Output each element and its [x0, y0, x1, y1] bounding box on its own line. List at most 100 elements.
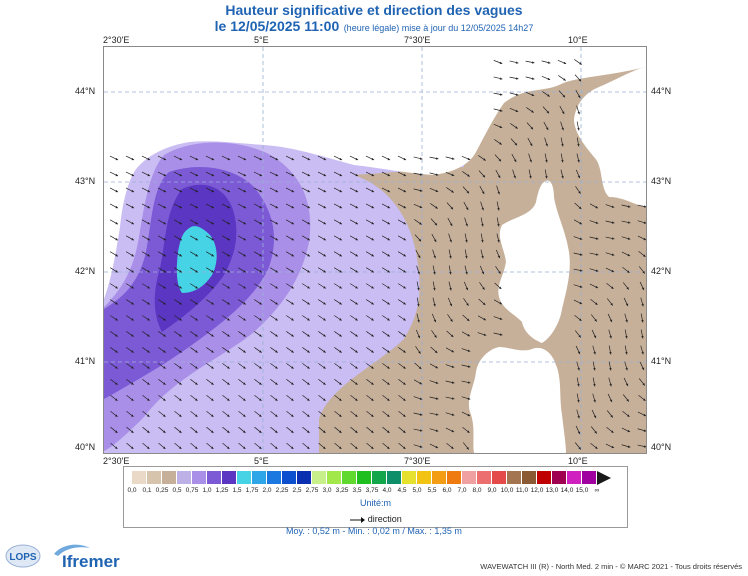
direction-arrow-head [611, 237, 615, 240]
direction-arrow-head [275, 254, 278, 257]
direction-arrow-head [466, 446, 469, 450]
direction-arrow-head [497, 223, 500, 227]
direction-arrow-head [386, 430, 390, 433]
direction-arrow-head [275, 318, 278, 321]
direction-arrow-head [387, 334, 390, 337]
direction-arrow-head [467, 397, 471, 400]
direction-arrow-head [403, 382, 406, 385]
direction-arrow-head [259, 334, 262, 337]
direction-arrow-head [449, 239, 452, 243]
direction-arrow-head [275, 270, 278, 273]
direction-arrow-head [546, 110, 550, 114]
direction-arrow-head [577, 367, 580, 371]
direction-arrow-head [291, 318, 294, 321]
direction-arrow-head [563, 78, 566, 81]
direction-arrow-head [387, 238, 390, 241]
direction-arrow-head [194, 430, 198, 433]
direction-arrow-head [450, 334, 454, 338]
direction-arrow-head [578, 78, 582, 82]
direction-arrow-head [258, 430, 262, 433]
direction-arrow-head [355, 286, 358, 289]
direction-arrow-head [227, 334, 230, 337]
direction-arrow-head [130, 446, 134, 449]
legend-tick-label: 15,0 [575, 487, 589, 494]
lon-label-top-4: 10°E [568, 35, 588, 45]
direction-arrow-head [467, 349, 471, 352]
direction-arrow-head [370, 430, 374, 433]
direction-arrow-head [163, 205, 166, 209]
direction-arrow-head [593, 335, 597, 339]
direction-arrow-head [179, 205, 182, 209]
direction-arrow-head [466, 303, 469, 306]
map-title: Hauteur significative et direction des v… [225, 2, 523, 18]
direction-arrow-head [307, 221, 310, 225]
direction-arrow-head [195, 286, 198, 289]
wave-map[interactable] [103, 46, 647, 454]
direction-arrow-head [433, 303, 436, 307]
direction-arrow-head [403, 286, 406, 289]
direction-arrow-head [290, 414, 294, 417]
direction-arrow-head [625, 303, 629, 307]
direction-arrow-head [403, 334, 406, 337]
direction-arrow-head [579, 253, 583, 256]
legend-direction: direction [124, 514, 627, 524]
direction-arrow-head [594, 302, 598, 305]
legend-swatch [132, 471, 147, 484]
direction-arrow-head [323, 318, 326, 321]
direction-arrow-head [147, 173, 151, 177]
direction-arrow-head [578, 334, 581, 338]
direction-arrow-head [643, 445, 646, 448]
direction-arrow-head [147, 157, 151, 161]
direction-arrow-head [595, 285, 599, 289]
direction-arrow-head [355, 221, 358, 225]
direction-arrow-head [577, 415, 580, 419]
direction-arrow-head [354, 430, 358, 433]
direction-arrow-head [115, 238, 118, 241]
legend-tick-label: 2,75 [305, 487, 319, 494]
direction-arrow-head [515, 126, 518, 129]
direction-arrow-head [403, 270, 406, 273]
legend-swatch [432, 471, 447, 484]
direction-arrows [109, 59, 646, 450]
direction-arrow-head [387, 221, 390, 225]
direction-arrow-head [195, 398, 198, 401]
direction-arrow-head [482, 287, 485, 290]
legend-swatch [222, 471, 237, 484]
legend-swatch [177, 471, 192, 484]
direction-arrow-head [291, 366, 294, 369]
legend-swatch [477, 471, 492, 484]
direction-arrow-head [355, 254, 358, 257]
direction-arrow-head [593, 383, 596, 387]
legend-swatch [207, 471, 222, 484]
direction-arrow-head [291, 286, 294, 289]
direction-arrow-head [323, 157, 327, 161]
direction-arrow-head [130, 430, 134, 433]
direction-arrow-head [449, 255, 452, 259]
direction-arrow-head [243, 350, 246, 353]
direction-arrow-head [371, 302, 374, 305]
direction-arrow-head [275, 221, 278, 225]
direction-arrow-head [114, 414, 118, 417]
direction-arrow-head [147, 286, 150, 289]
direction-arrow-head [227, 398, 230, 401]
direction-arrow-head [275, 366, 278, 369]
date-note: (heure légale) mise à jour du 12/05/2025… [343, 23, 534, 33]
legend-tick-label: 2,25 [275, 487, 289, 494]
direction-arrow-head [147, 382, 150, 385]
direction-arrow-head [643, 413, 646, 417]
direction-arrow-head [259, 318, 262, 321]
direction-arrow-head [259, 254, 262, 257]
direction-arrow-head [243, 157, 247, 161]
lat-label-right-2: 43°N [651, 176, 672, 186]
direction-arrow-head [307, 366, 310, 369]
direction-arrow-head [291, 173, 295, 177]
direction-arrow-head [195, 318, 198, 321]
direction-arrow-head [433, 255, 436, 259]
lat-label-left-1: 44°N [75, 86, 96, 96]
direction-arrow-head [290, 446, 294, 449]
direction-arrow-head [563, 61, 567, 65]
direction-arrow-head [595, 237, 599, 240]
direction-arrow-head [371, 270, 374, 273]
direction-arrow-head [435, 157, 439, 160]
direction-arrow-head [387, 157, 391, 161]
